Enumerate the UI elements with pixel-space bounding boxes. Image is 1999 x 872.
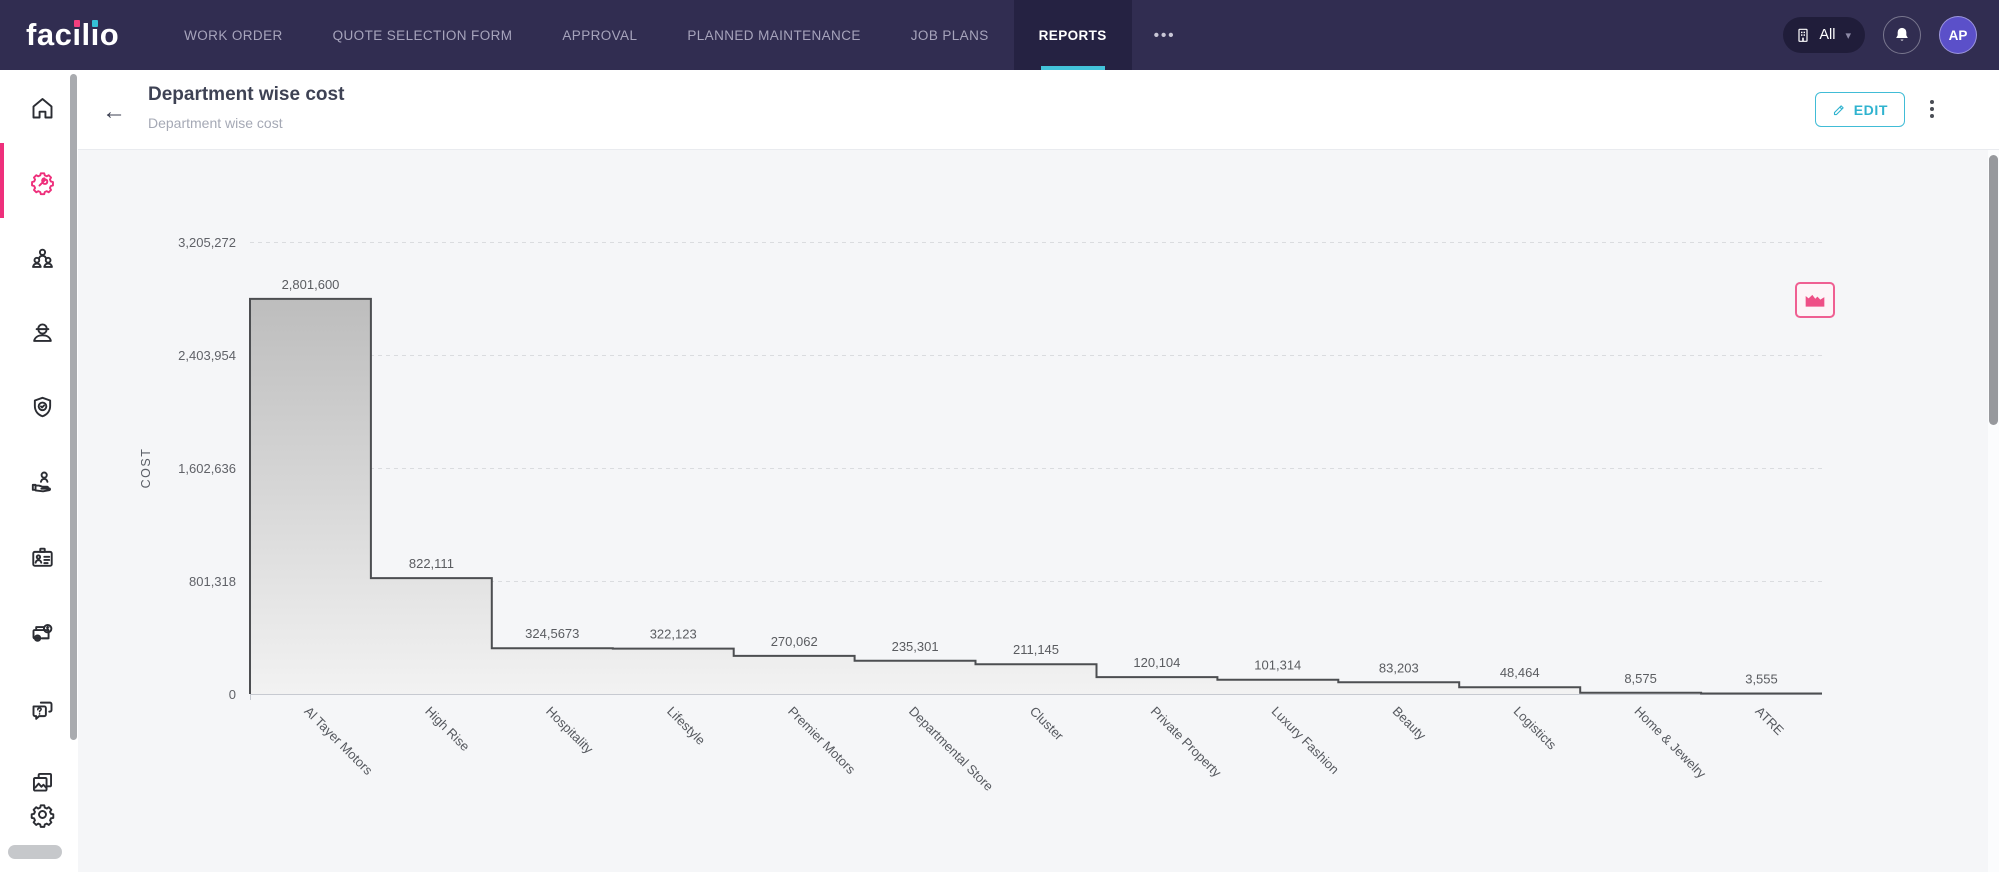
report-content: 3,205,272 2,403,954 1,602,636 801,318 0 COST 2… [78, 150, 1999, 872]
gallery-images-icon [32, 772, 52, 792]
nav-more-ellipsis-icon[interactable]: ••• [1153, 26, 1176, 44]
svg-text:2,801,600: 2,801,600 [282, 277, 340, 292]
bell-icon [1896, 27, 1908, 41]
svg-text:270,062: 270,062 [771, 634, 818, 649]
maintenance-gear-wrench-icon [30, 171, 54, 195]
top-navbar: fac ı l ı o WORK ORDER QUOTE SELECTION FORM … [0, 0, 1999, 70]
id-card-icon [31, 547, 53, 567]
svg-text:83,203: 83,203 [1379, 660, 1419, 675]
sidebar-drag-handle[interactable] [8, 845, 62, 859]
svg-text:101,314: 101,314 [1254, 658, 1301, 673]
svg-text:Cluster: Cluster [1027, 704, 1067, 744]
svg-text:Private Property: Private Property [1148, 704, 1225, 781]
nav-item-job-plans[interactable]: JOB PLANS [910, 27, 989, 43]
page-subtitle: Department wise cost [148, 115, 283, 131]
sidebar-item-asset-cost[interactable] [26, 616, 58, 648]
svg-text:ATRE: ATRE [1752, 704, 1787, 739]
cost-step-area-chart: 3,205,272 2,403,954 1,602,636 801,318 0 COST 2… [139, 235, 1822, 794]
svg-text:Al Tayer Motors: Al Tayer Motors [301, 704, 376, 779]
svg-text:324,5673: 324,5673 [525, 626, 579, 641]
sidebar-item-gallery[interactable] [26, 766, 58, 798]
sidebar-active-indicator [0, 143, 4, 218]
svg-text:Premier Motors: Premier Motors [785, 704, 859, 778]
asset-cost-icon [32, 623, 52, 642]
home-icon [32, 97, 52, 118]
worker-hardhat-icon [32, 322, 52, 342]
svg-text:801,318: 801,318 [189, 574, 236, 589]
svg-text:120,104: 120,104 [1133, 655, 1180, 670]
logo-text: fac [26, 17, 73, 52]
edit-button[interactable]: EDIT [1814, 92, 1905, 127]
org-selector-value: All [1819, 27, 1836, 43]
sidebar-item-teams[interactable] [26, 242, 58, 274]
team-people-icon [31, 248, 53, 268]
sidebar-scrollbar[interactable] [70, 74, 77, 740]
svg-text:0: 0 [229, 687, 236, 702]
pencil-icon [1833, 105, 1844, 116]
nav-item-planned-maintenance[interactable]: PLANNED MAINTENANCE [687, 27, 861, 43]
svg-text:1,602,636: 1,602,636 [178, 461, 236, 476]
vendor-hand-person-icon [31, 471, 51, 492]
area-chart-icon [1805, 294, 1825, 307]
building-icon [1798, 28, 1808, 42]
page-title: Department wise cost [148, 84, 345, 105]
svg-text:Hospitality: Hospitality [543, 704, 596, 757]
report-header: ← Department wise cost Department wise c… [78, 70, 1999, 150]
svg-text:Lifestyle: Lifestyle [664, 704, 708, 748]
chevron-down-icon: ▾ [1845, 29, 1851, 42]
sidebar-item-help[interactable] [26, 694, 58, 726]
sidebar-item-workforce[interactable] [26, 316, 58, 348]
navbar-right-controls: All ▾ AP [1783, 0, 1999, 70]
logo-cyan-dot [92, 20, 99, 27]
sidebar-item-maintenance[interactable] [26, 166, 58, 198]
svg-text:Luxury Fashion: Luxury Fashion [1269, 704, 1342, 777]
svg-text:High Rise: High Rise [422, 704, 472, 754]
svg-text:48,464: 48,464 [1500, 665, 1540, 680]
svg-text:322,123: 322,123 [650, 627, 697, 642]
nav-item-work-order[interactable]: WORK ORDER [184, 27, 283, 43]
svg-text:822,111: 822,111 [409, 556, 454, 571]
svg-text:Departmental Store: Departmental Store [906, 704, 996, 794]
sidebar-item-home[interactable] [26, 92, 58, 124]
back-button[interactable]: ← [100, 98, 128, 126]
svg-text:2,403,954: 2,403,954 [178, 348, 236, 363]
svg-text:COST: COST [139, 448, 153, 489]
chart-type-button[interactable] [1795, 282, 1835, 318]
sidebar-item-settings[interactable] [26, 798, 58, 830]
page-scrollbar[interactable] [1989, 155, 1998, 425]
kebab-menu-icon[interactable] [1919, 96, 1945, 122]
logo-pink-dot [73, 20, 80, 27]
svg-text:3,555: 3,555 [1745, 672, 1778, 687]
notifications-button[interactable] [1883, 16, 1921, 54]
svg-text:Beauty: Beauty [1390, 704, 1430, 744]
org-selector-dropdown[interactable]: All ▾ [1783, 17, 1865, 53]
svg-text:235,301: 235,301 [892, 639, 939, 654]
main-nav: WORK ORDER QUOTE SELECTION FORM APPROVAL… [159, 0, 1197, 70]
shield-check-icon [33, 396, 51, 417]
svg-text:211,145: 211,145 [1013, 642, 1059, 657]
edit-button-label: EDIT [1853, 101, 1888, 118]
svg-text:Home & Jewelry: Home & Jewelry [1631, 704, 1709, 782]
svg-text:Logisticts: Logisticts [1511, 704, 1560, 753]
help-chat-question-icon [32, 701, 52, 720]
sidebar-item-vendors[interactable] [26, 465, 58, 497]
nav-item-reports[interactable]: REPORTS [1013, 0, 1132, 70]
sidebar-item-id-card[interactable] [26, 541, 58, 573]
left-sidebar [0, 70, 78, 872]
page-scrollbar-track [1988, 150, 1999, 872]
user-avatar[interactable]: AP [1939, 16, 1977, 54]
sidebar-item-compliance[interactable] [26, 391, 58, 423]
facilio-logo: fac ı l ı o [26, 17, 120, 52]
nav-item-quote-selection-form[interactable]: QUOTE SELECTION FORM [332, 27, 513, 43]
arrow-left-icon: ← [102, 98, 126, 125]
settings-gear-icon [30, 803, 54, 828]
svg-text:3,205,272: 3,205,272 [178, 235, 236, 250]
svg-text:8,575: 8,575 [1624, 671, 1657, 686]
nav-item-approval[interactable]: APPROVAL [562, 27, 638, 43]
